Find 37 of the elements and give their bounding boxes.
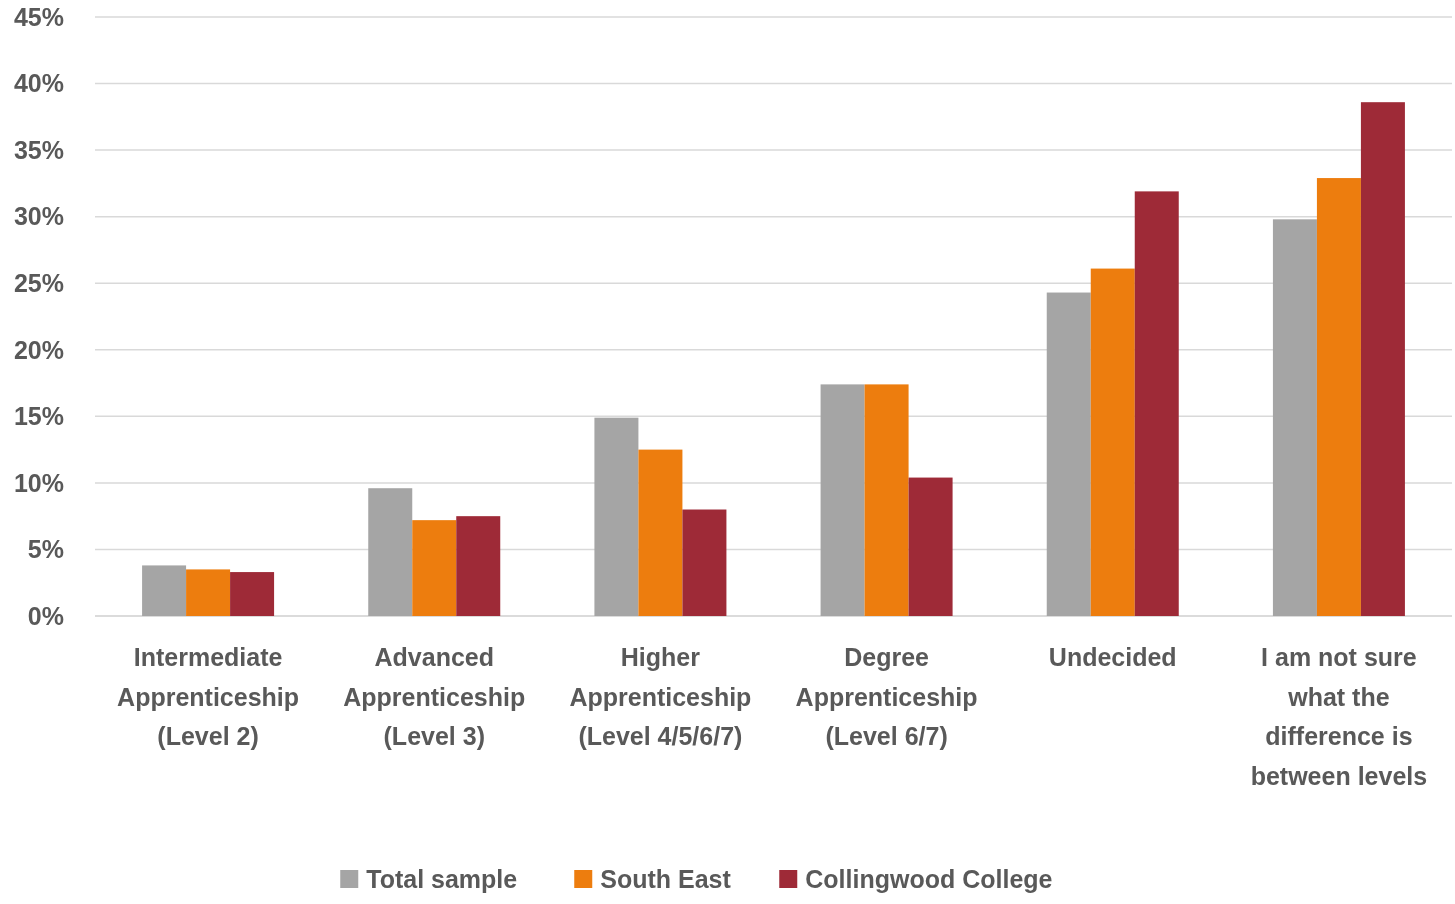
x-tick-label: I am not sure what the difference is between levels: [1250, 643, 1428, 790]
legend-label: Total sample: [366, 865, 518, 893]
bar: [1134, 191, 1179, 616]
y-tick-label: 5%: [27, 535, 64, 564]
bar: [1360, 102, 1405, 616]
bar: [908, 477, 953, 616]
bar: [186, 569, 231, 616]
legend-label: South East: [600, 865, 732, 893]
bar: [1090, 268, 1135, 616]
bar: [682, 509, 727, 616]
bar: [820, 384, 865, 616]
y-tick-label: 25%: [13, 268, 64, 297]
y-tick-label: 10%: [13, 468, 64, 497]
y-tick-label: 35%: [13, 135, 64, 164]
x-tick-label: Intermediate Apprenticeship (Level 2): [117, 643, 300, 750]
x-tick-label: Degree Apprenticeship (Level 6/7): [795, 643, 978, 750]
bar: [1272, 219, 1317, 616]
y-tick-label: 40%: [13, 69, 64, 98]
x-tick-label: Higher Apprenticeship (Level 4/5/6/7): [569, 643, 752, 750]
y-tick-label: 0%: [27, 601, 64, 630]
bar: [142, 565, 187, 616]
y-tick-label: 15%: [13, 402, 64, 431]
bar: [1316, 178, 1361, 616]
bar: [594, 417, 639, 616]
y-tick-label: 45%: [13, 2, 64, 31]
x-tick-label: Undecided: [1048, 643, 1177, 671]
bar: [368, 488, 413, 616]
bar: [456, 516, 501, 616]
bar: [412, 520, 457, 616]
bar: [864, 384, 909, 616]
x-tick-label: Advanced Apprenticeship (Level 3): [343, 643, 526, 750]
legend-label: Collingwood College: [805, 865, 1053, 893]
bar: [638, 449, 683, 616]
y-tick-label: 30%: [13, 202, 64, 231]
bar: [1046, 292, 1091, 616]
bar: [230, 572, 275, 616]
y-tick-label: 20%: [13, 335, 64, 364]
